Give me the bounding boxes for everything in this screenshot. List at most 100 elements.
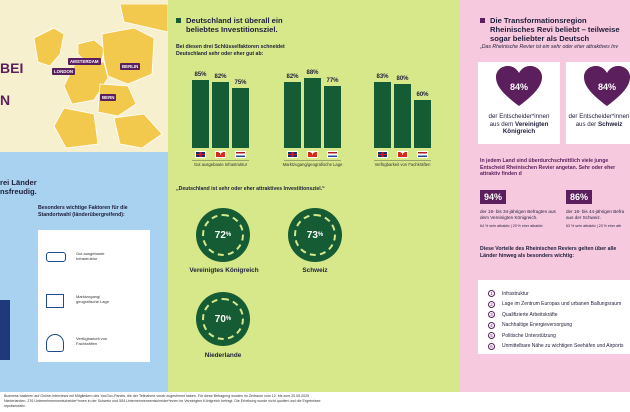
bar <box>284 82 301 148</box>
youth-text: In jedem Land sind überdurchschnittlich … <box>480 158 616 177</box>
bar-value-label: 88% <box>306 69 319 76</box>
category-label: Marktzugang/geografische Lage <box>282 162 343 167</box>
footer-line: Niederlanden, 276 Unternehmensentscheide… <box>4 399 321 403</box>
group-divider <box>192 160 249 161</box>
car-icon <box>46 252 66 262</box>
heart-caption-bold: Vereinigten Königreich <box>502 120 549 136</box>
heart-caption-line: aus dem <box>489 120 516 128</box>
flag-nl-icon <box>417 151 428 158</box>
advantages-box <box>478 280 630 354</box>
bar <box>324 86 341 148</box>
heart-icon <box>496 66 542 106</box>
stat-value-uk: 94% <box>480 190 507 204</box>
stat-text-ch: der 18- bis 44-jährigen Befra aus der Sc… <box>566 209 625 220</box>
rings-subtitle: „Deutschland ist sehr oder eher attrakti… <box>176 186 325 192</box>
bar-value-label: 80% <box>396 76 409 82</box>
ring-label-ch: Schweiz <box>302 267 328 274</box>
bar-value-label: 83% <box>376 73 389 80</box>
advantage-item: Qualifizierte Arbeitskräfte <box>502 311 558 318</box>
factors-title: Besonders wichtige Faktoren für die Stan… <box>38 205 128 218</box>
bar-value-label: 85% <box>194 72 207 78</box>
factor-text-0: Gut ausgebaute Infrastruktur <box>76 251 105 261</box>
bar <box>374 81 391 148</box>
city-label-london: LONDON <box>52 68 76 75</box>
advantage-item: Lage im Zentrum Europas und urbanen Ball… <box>502 301 622 307</box>
ring-unit: % <box>317 232 324 238</box>
ring-uk: 72% <box>196 208 250 262</box>
flag-nl-icon <box>235 151 246 158</box>
list-number: 3 <box>488 311 495 318</box>
middle-title: Deutschland ist überall ein beliebtes In… <box>186 16 283 34</box>
bar <box>394 84 411 148</box>
bar <box>232 88 249 148</box>
heart-value-ch: 84% <box>597 82 616 92</box>
flag-ch-icon <box>307 150 318 158</box>
list-number: 6 <box>488 342 495 350</box>
bar <box>212 82 229 148</box>
partial-heading-2: N <box>0 92 11 108</box>
heart-caption-line: der Entscheider*innen <box>488 113 550 120</box>
advantage-item: Politische Unterstützung <box>502 332 556 339</box>
city-label-berlin: BERLIN <box>120 63 141 70</box>
stat-value-ch: 86% <box>566 190 593 204</box>
ring-value: 72 <box>214 229 226 241</box>
ring-value: 70 <box>214 313 226 325</box>
bar-value-label: 82% <box>286 74 299 81</box>
group-divider <box>284 160 341 161</box>
heart-caption-line: aus der <box>575 120 598 128</box>
advantage-item: Nachhaltige Energieversorgung <box>502 322 573 328</box>
list-number: 1 <box>488 290 495 297</box>
advantage-item: Infrastruktur <box>502 290 529 297</box>
flag-ch-icon <box>397 150 408 158</box>
category-label: Gut ausgebaute Infrastruktur <box>193 162 248 167</box>
ring-label-uk: Vereinigtes Königreich <box>189 267 259 274</box>
flag-ch-icon <box>215 150 226 158</box>
ring-nl: 70% <box>196 292 250 346</box>
ring-label-nl: Niederlande <box>204 352 242 359</box>
list-number: 5 <box>488 332 495 339</box>
bar-value-label: 75% <box>234 80 247 86</box>
right-title: Die Transformationsregion Rheinisches Re… <box>490 16 620 43</box>
ring-unit: % <box>225 316 232 322</box>
list-number: 4 <box>488 321 495 329</box>
heart-icon <box>584 66 630 106</box>
advantages-title: Diese Vorteile des Rheinischen Reviers g… <box>480 246 617 259</box>
flag-nl-icon <box>327 151 338 158</box>
heart-caption-ch: der Entscheider*innen aus der Schweiz <box>568 113 630 128</box>
bar-value-label: 60% <box>416 92 429 98</box>
stat-text-uk: der 18- bis 34-jährigen Befragten aus de… <box>480 209 556 220</box>
europe-map <box>24 4 168 148</box>
ring-unit: % <box>225 232 232 238</box>
stat-note-ch: 63 % sehr attraktiv | 23 % eher attr <box>566 224 622 228</box>
bar <box>304 77 321 148</box>
right-title-bullet <box>480 18 485 23</box>
bar-value-label: 82% <box>214 74 227 81</box>
factor-text-1: Marktzugang/ geografische Lage <box>76 294 109 304</box>
factor-text-2: Verfügbarkeit von Fachkräften <box>76 336 108 346</box>
blue-title-partial: rei Länder nsfreudig. <box>0 178 37 196</box>
right-subtitle: „Das Rheinische Revier ist ein sehr oder… <box>480 44 619 50</box>
ring-value: 73 <box>306 229 318 241</box>
footer-line: repräsentativ. <box>4 404 26 408</box>
partial-heading-1: BEI <box>0 60 24 76</box>
flag-uk-icon <box>287 151 298 158</box>
list-number: 2 <box>488 300 495 308</box>
flag-uk-icon <box>377 151 388 158</box>
footer-line: Business basieren auf Online-Interviews … <box>4 394 310 398</box>
heart-caption-line: der Entscheider*innen <box>568 113 630 120</box>
advantage-item: Unmittelbare Nähe zu wichtigen Seehäfen … <box>502 343 624 349</box>
bar <box>414 100 431 148</box>
left-edge-block <box>0 300 10 360</box>
group-divider <box>374 160 431 161</box>
flag-uk-icon <box>195 151 206 158</box>
ring-ch: 73% <box>288 208 342 262</box>
category-label: Verfügbarkeit von Fachkräften <box>374 162 431 167</box>
stat-note-uk: 64 % sehr attraktiv | 29 % eher attrakti… <box>480 224 543 228</box>
bar-value-label: 77% <box>326 78 339 85</box>
people-icon <box>46 334 64 352</box>
footer-note: Business basieren auf Online-Interviews … <box>0 392 630 412</box>
city-label-bern: BERN <box>100 94 117 101</box>
city-label-amsterdam: AMSTERDAM <box>68 58 101 65</box>
chart-subtitle: Bei diesen drei Schlüsselfaktoren schnei… <box>176 44 285 57</box>
heart-value-uk: 84% <box>509 82 528 92</box>
